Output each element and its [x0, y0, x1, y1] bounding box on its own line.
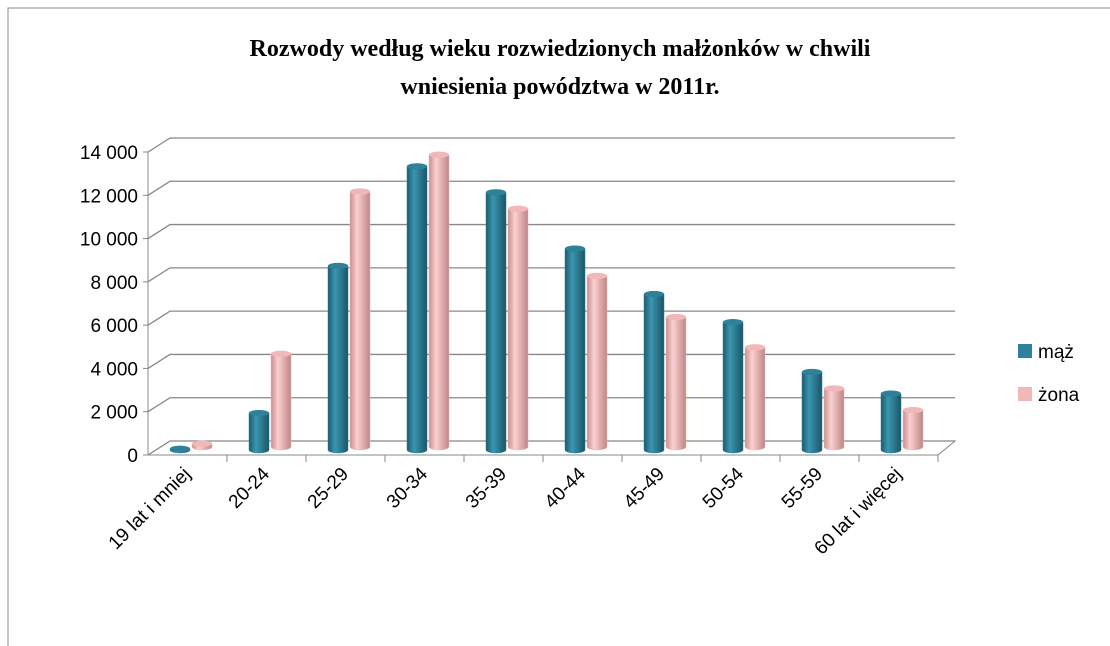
- bar-top: [903, 407, 923, 414]
- bar-top: [271, 350, 291, 357]
- bar-top: [745, 344, 765, 351]
- bar: [507, 205, 529, 451]
- bar-top: [881, 390, 901, 397]
- bar: [586, 272, 608, 451]
- bar: [902, 406, 924, 451]
- bar: [428, 151, 450, 451]
- x-tick-label: 55-59: [778, 464, 827, 513]
- x-tick-label: 45-49: [620, 464, 669, 513]
- bar-top: [249, 410, 269, 417]
- y-tick-label: 0: [127, 446, 138, 467]
- grid-line: [147, 440, 955, 456]
- grid-line: [147, 310, 955, 326]
- x-tick-label: 50-54: [699, 463, 749, 513]
- bar-top: [328, 263, 348, 270]
- bar-top: [350, 188, 370, 195]
- grid-line: [147, 180, 955, 196]
- y-tick-label: 6 000: [90, 316, 138, 337]
- x-tick-label: 20-24: [225, 463, 275, 513]
- bar-top: [170, 445, 190, 452]
- legend-swatch: [1018, 387, 1032, 401]
- bar: [722, 319, 744, 454]
- legend-label: mąż: [1038, 342, 1074, 363]
- y-tick-label: 12 000: [80, 186, 138, 207]
- bar-top: [407, 163, 427, 170]
- bar-top: [824, 385, 844, 392]
- bar: [823, 385, 845, 451]
- bar-top: [565, 245, 585, 252]
- bar-top: [429, 151, 449, 158]
- grid-line: [147, 223, 955, 240]
- bar: [744, 344, 766, 451]
- bar-top: [192, 440, 212, 447]
- bar-top: [486, 189, 506, 196]
- y-tick-label: 10 000: [80, 230, 138, 251]
- y-tick-label: 14 000: [80, 143, 138, 164]
- bar-top: [723, 319, 743, 326]
- bar-top: [644, 291, 664, 298]
- chart-title: wniesienia powództwa w 2011r.: [400, 74, 719, 100]
- x-tick-label: 30-34: [383, 463, 433, 513]
- bar: [643, 290, 665, 454]
- frame: [7, 7, 1110, 646]
- y-tick-label: 2 000: [90, 403, 138, 424]
- x-tick-label: 19 lat i mniej: [105, 464, 195, 554]
- bar-top: [802, 369, 822, 376]
- bar: [327, 262, 349, 454]
- grid-line: [147, 267, 955, 283]
- x-tick-label: 25-29: [304, 464, 353, 513]
- grid-line: [147, 137, 955, 153]
- legend-label: żona: [1038, 385, 1080, 406]
- chart-title: Rozwody według wieku rozwiedzionych małż…: [250, 36, 871, 62]
- bar: [564, 245, 586, 454]
- y-tick-label: 4 000: [90, 359, 138, 380]
- y-tick-label: 8 000: [90, 273, 138, 294]
- x-tick-label: 35-39: [462, 464, 511, 513]
- bar-top: [666, 314, 686, 321]
- bar: [880, 390, 902, 454]
- x-tick-label: 40-44: [541, 463, 591, 513]
- bar: [485, 189, 507, 454]
- bar: [248, 409, 270, 454]
- bar: [801, 368, 823, 454]
- legend-swatch: [1018, 344, 1032, 358]
- bar: [406, 163, 428, 454]
- grid-line: [147, 397, 955, 413]
- bar: [665, 313, 687, 451]
- bar: [349, 188, 371, 451]
- bar: [270, 350, 292, 451]
- bar-top: [587, 273, 607, 280]
- bar-top: [508, 205, 528, 212]
- grid-line: [147, 353, 955, 369]
